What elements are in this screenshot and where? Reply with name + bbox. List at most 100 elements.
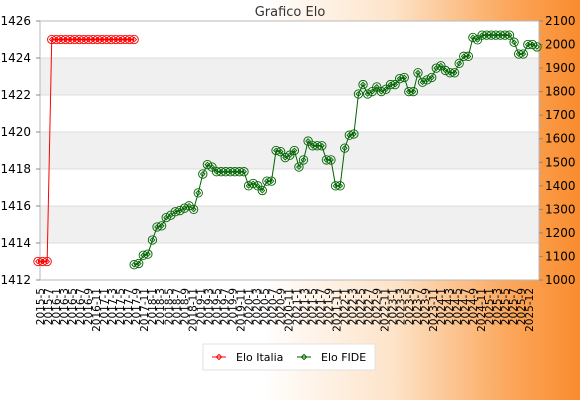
y-right-tick-label: 1000 [545, 273, 576, 287]
data-point [92, 34, 103, 45]
data-point-marker [460, 53, 467, 60]
data-point [509, 37, 519, 47]
legend-swatch-marker [300, 353, 308, 361]
x-tick-label: 2024-7 [460, 288, 472, 325]
data-point-marker [112, 36, 119, 43]
data-point [271, 145, 281, 156]
data-point [321, 155, 332, 165]
data-point [129, 260, 139, 270]
x-tick-label: 2021-11 [332, 288, 344, 332]
legend-box [202, 343, 376, 371]
data-point-marker [89, 36, 96, 43]
data-point-marker [99, 36, 106, 43]
data-point-marker [71, 36, 78, 43]
data-point [353, 89, 364, 99]
data-point [445, 68, 455, 78]
data-point-marker [428, 74, 435, 81]
x-tick-label: 2021-9 [324, 288, 336, 325]
data-point-marker [254, 182, 261, 189]
data-point-marker [323, 156, 330, 163]
data-point-marker [520, 51, 527, 57]
x-tick-label: 2022-1 [340, 288, 352, 325]
data-point-marker [154, 224, 160, 230]
data-point-marker [506, 32, 513, 39]
data-point [340, 143, 350, 153]
data-point-marker [140, 252, 147, 259]
data-point [477, 30, 487, 40]
data-point-marker [405, 88, 412, 95]
x-tick-label: 2018-7 [171, 288, 183, 325]
y-right-tick-label: 1900 [545, 61, 576, 75]
legend: Elo Italia Elo FIDE [202, 343, 376, 371]
data-point [83, 34, 94, 45]
data-point [518, 49, 528, 59]
x-tick-label: 2019-3 [203, 288, 215, 325]
x-tick-label: 2015-5 [35, 288, 47, 325]
x-tick-label: 2016-11 [91, 288, 103, 332]
data-point [134, 258, 144, 269]
data-point-marker [364, 91, 371, 97]
data-point [51, 34, 61, 45]
data-point [79, 34, 89, 45]
data-point [74, 34, 84, 45]
data-point-marker [135, 260, 142, 267]
data-point [170, 207, 180, 217]
data-point [312, 141, 322, 151]
x-tick-label: 2021-5 [308, 288, 320, 325]
x-tick-label: 2022-9 [372, 288, 384, 325]
y-right-tick-label: 2100 [545, 14, 576, 28]
x-axis: 2015-52015-72016-12016-32016-52016-72016… [35, 288, 536, 332]
data-point-marker [300, 156, 307, 163]
data-point [65, 34, 75, 45]
data-point-marker [419, 79, 426, 86]
data-point-marker [291, 147, 298, 154]
data-point [138, 250, 148, 260]
x-tick-label: 2018-11 [187, 288, 199, 332]
data-point [33, 256, 43, 267]
series-elo-fide [129, 30, 542, 270]
data-point-marker [158, 222, 165, 229]
x-tick-label: 2019-9 [227, 288, 239, 325]
data-point-marker [67, 36, 73, 43]
y-left-tick-label: 1412 [0, 273, 31, 287]
data-point-marker [346, 132, 353, 139]
x-tick-label: 2020-5 [259, 288, 271, 325]
y-left-tick-label: 1416 [0, 199, 31, 213]
x-tick-label: 2024-3 [444, 288, 456, 325]
data-point [289, 145, 300, 156]
data-point [344, 130, 354, 140]
x-tick-label: 2017-9 [131, 288, 143, 325]
y-right-tick-label: 1500 [545, 155, 576, 169]
data-point-marker [465, 53, 472, 60]
data-point-marker [222, 168, 229, 175]
y-axis-left: 1412 1414 1416 1418 1420 1422 1424 1426 [0, 14, 40, 287]
data-point-marker [296, 164, 302, 170]
data-point-marker [131, 261, 138, 268]
x-tick-label: 2017-5 [115, 288, 127, 325]
data-point [454, 58, 464, 69]
x-tick-label: 2020-9 [275, 288, 287, 325]
data-point [156, 221, 167, 231]
data-point-marker [103, 36, 110, 43]
data-point-marker [195, 189, 202, 196]
data-point [358, 79, 368, 90]
data-point [399, 72, 409, 83]
x-tick-label: 2019-5 [211, 288, 223, 325]
data-point-marker [94, 36, 101, 43]
data-point-marker [236, 168, 243, 175]
x-tick-label: 2018-1 [147, 288, 159, 325]
data-point [97, 34, 107, 45]
y-left-tick-label: 1424 [0, 51, 31, 65]
x-tick-label: 2023-9 [420, 288, 432, 325]
x-tick-label: 2016-3 [59, 288, 71, 325]
data-point [37, 256, 48, 267]
x-tick-label: 2019-7 [219, 288, 231, 325]
y-left-tick-label: 1418 [0, 162, 31, 176]
x-tick-label: 2024-11 [476, 288, 488, 332]
x-tick-label: 2022-3 [348, 288, 360, 325]
x-tick-label: 2025-5 [500, 288, 512, 325]
data-point [189, 204, 199, 215]
data-point-marker [80, 36, 87, 43]
data-point [495, 30, 506, 40]
